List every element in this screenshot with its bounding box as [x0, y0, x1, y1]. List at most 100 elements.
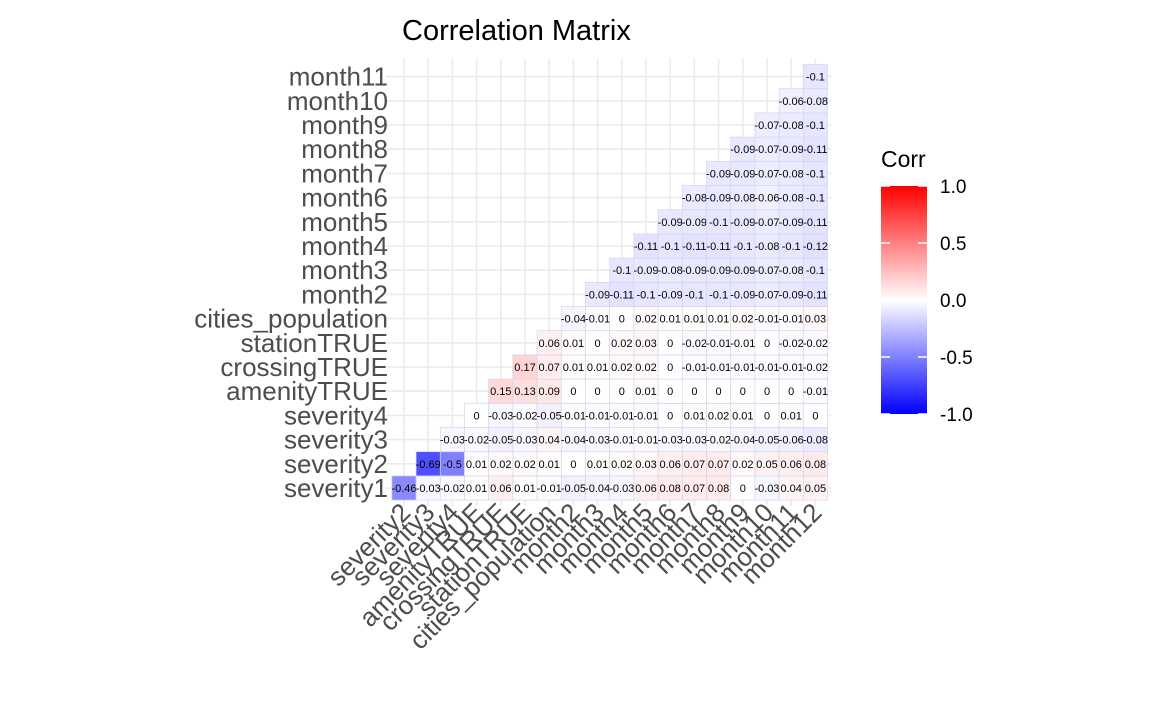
cell-value-label: -0.08 — [779, 265, 804, 277]
cell-value-label: 0.15 — [490, 386, 511, 398]
heatmap-cell — [730, 378, 756, 404]
cell-value-label: 0.08 — [708, 483, 729, 495]
cell-value-label: -0.11 — [610, 289, 634, 301]
heatmap-cell — [681, 427, 707, 453]
cell-value-label: -0.1 — [806, 265, 825, 277]
heatmap-cell — [802, 330, 828, 356]
heatmap-cell — [778, 354, 804, 380]
cell-value-label: 0.01 — [563, 362, 584, 374]
cell-value-label: -0.06 — [779, 96, 804, 108]
cell-value-label: 0.13 — [514, 386, 535, 398]
cell-value-label: 0 — [716, 386, 722, 398]
cell-value-label: 0.03 — [635, 459, 656, 471]
cell-value-label: 0.06 — [538, 338, 559, 350]
heatmap-cell — [802, 427, 828, 453]
heatmap-cell — [464, 402, 490, 428]
cell-value-label: 0 — [595, 338, 601, 350]
cell-value-label: -0.1 — [685, 289, 704, 301]
heatmap-cell — [512, 451, 538, 477]
y-tick-label: month4 — [301, 231, 388, 261]
cell-value-label: -0.01 — [633, 410, 658, 422]
heatmap-cell — [778, 112, 804, 138]
cell-value-label: -0.08 — [779, 193, 804, 205]
y-tick-label: severity4 — [284, 400, 388, 430]
cell-value-label: -0.04 — [561, 435, 586, 447]
cell-value-label: 0.04 — [780, 483, 801, 495]
cell-value-label: -0.04 — [585, 483, 610, 495]
heatmap-cell — [706, 160, 732, 186]
cell-value-label: 0.09 — [538, 386, 559, 398]
cell-value-label: -0.69 — [416, 459, 441, 471]
heatmap-cell — [730, 160, 756, 186]
heatmap-cell — [681, 209, 707, 235]
heatmap-cell — [802, 64, 828, 90]
y-tick-label: severity2 — [284, 449, 388, 479]
heatmap-cell — [802, 354, 828, 380]
heatmap-cell — [706, 378, 732, 404]
cell-value-label: 0.08 — [659, 483, 680, 495]
heatmap-cell — [802, 185, 828, 211]
cell-value-label: -0.09 — [730, 168, 755, 180]
heatmap-cell — [754, 451, 780, 477]
cell-value-label: 0.07 — [684, 483, 705, 495]
cell-value-label: -0.05 — [561, 483, 586, 495]
heatmap-cell — [802, 257, 828, 283]
heatmap-cell — [754, 281, 780, 307]
heatmap-cell — [633, 257, 659, 283]
heatmap-cell — [657, 209, 683, 235]
heatmap-cell — [802, 136, 828, 162]
heatmap-cell — [681, 330, 707, 356]
cell-value-label: -0.09 — [730, 265, 755, 277]
heatmap-cell — [464, 451, 490, 477]
cell-value-label: 0.01 — [780, 410, 801, 422]
heatmap-cell — [706, 330, 732, 356]
cell-value-label: -0.03 — [609, 483, 634, 495]
heatmap-cell — [609, 306, 635, 332]
heatmap-cell — [754, 136, 780, 162]
cell-value-label: 0.01 — [587, 459, 608, 471]
cell-value-label: 0 — [764, 410, 770, 422]
cell-value-label: 0.06 — [780, 459, 801, 471]
cell-value-label: -0.03 — [488, 410, 513, 422]
cell-value-label: -0.09 — [682, 217, 707, 229]
heatmap-cell — [439, 475, 465, 501]
cell-value-label: 0.02 — [635, 362, 656, 374]
cell-value-label: 0 — [691, 386, 697, 398]
cell-value-label: 0.01 — [659, 314, 680, 326]
heatmap-cell — [754, 354, 780, 380]
heatmap-cell — [488, 427, 514, 453]
y-tick-label: amenityTRUE — [226, 376, 388, 406]
cell-value-label: 0.01 — [538, 459, 559, 471]
y-tick-label: severity1 — [284, 473, 388, 503]
heatmap-cell — [778, 160, 804, 186]
cell-value-label: 0.02 — [611, 338, 632, 350]
cell-value-label: 0.01 — [684, 410, 705, 422]
heatmap-cell — [778, 330, 804, 356]
legend-tick-label: 0.0 — [940, 291, 966, 312]
heatmap-cell — [706, 354, 732, 380]
cell-value-label: -0.08 — [803, 435, 828, 447]
heatmap-cell — [802, 402, 828, 428]
cell-value-label: 0.02 — [611, 459, 632, 471]
cell-value-label: -0.04 — [730, 435, 755, 447]
heatmap-cell — [657, 330, 683, 356]
cell-value-label: -0.01 — [633, 435, 658, 447]
cell-value-label: -0.07 — [754, 144, 779, 156]
cell-value-label: -0.06 — [754, 193, 779, 205]
cell-value-label: 0 — [570, 459, 576, 471]
heatmap-cell — [802, 233, 828, 259]
y-tick-label: month3 — [301, 255, 388, 285]
cell-value-label: 0.03 — [805, 314, 826, 326]
cell-value-label: -0.08 — [754, 241, 779, 253]
legend-title: Corr — [881, 146, 926, 172]
heatmap-cell — [633, 281, 659, 307]
cell-value-label: -0.08 — [682, 193, 707, 205]
cell-value-label: 0 — [619, 386, 625, 398]
heatmap-cell — [730, 427, 756, 453]
cell-value-label: 0 — [667, 362, 673, 374]
heatmap-cell — [681, 306, 707, 332]
cell-value-label: -0.11 — [682, 241, 706, 253]
cell-value-label: 0 — [812, 410, 818, 422]
heatmap-cell — [415, 475, 441, 501]
